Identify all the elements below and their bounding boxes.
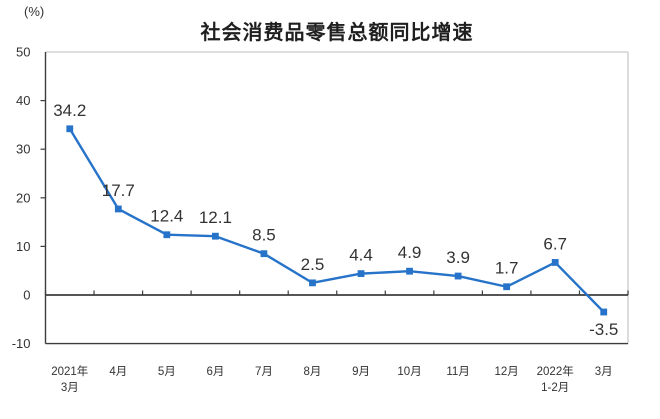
series-line: [68, 127, 605, 314]
data-point-label: 8.5: [252, 226, 276, 245]
x-axis-tick-label: 5月: [158, 366, 176, 378]
y-axis-tick-label: 0: [23, 288, 30, 303]
data-point-label: 12.1: [199, 208, 232, 227]
x-axis-tick-label: 7月: [255, 366, 273, 378]
x-axis-tick-label: 6月: [206, 366, 224, 378]
data-point-marker: [163, 231, 171, 239]
x-axis-tick-label: 3月: [61, 382, 79, 394]
x-axis-tick-label: 12月: [494, 366, 518, 378]
data-labels-group: 34.2 17.7 12.4 12.1 8.5 2.5 4.4 4.9 3.9 1.7 6.7 -3.…: [53, 101, 618, 339]
data-point-marker: [114, 205, 122, 213]
data-point-marker: [357, 270, 365, 278]
tick-labels-group: 50 40 30 20 10 0 -10 2021年 3月 4月 5月 6月 7月 8月 9月 10月 11月 1…: [12, 45, 613, 395]
data-point-marker: [600, 308, 608, 316]
x-axis-tick-label: 8月: [304, 366, 322, 378]
data-point-label: -3.5: [589, 320, 618, 339]
y-axis-unit-label: (%): [24, 4, 45, 19]
data-point-marker: [503, 283, 511, 291]
x-axis-tick-label: 2022年: [537, 364, 574, 378]
data-point-marker: [406, 267, 413, 275]
y-axis-tick-label: 30: [16, 142, 30, 157]
x-axis-tick-label: 11月: [446, 366, 469, 378]
y-axis-tick-label: 10: [16, 239, 30, 254]
data-point-marker: [551, 259, 559, 266]
axes-group: [40, 51, 629, 345]
data-point-label: 4.4: [349, 246, 373, 265]
data-point-marker: [260, 250, 268, 258]
x-axis-tick-label: 1-2月: [541, 382, 569, 394]
data-point-marker: [309, 279, 316, 287]
y-axis-tick-label: -10: [12, 336, 31, 351]
data-point-marker: [211, 232, 219, 240]
data-point-label: 6.7: [543, 234, 567, 253]
data-point-label: 1.7: [495, 259, 519, 278]
y-axis-tick-label: 20: [16, 190, 30, 205]
x-axis-tick-label: 9月: [352, 366, 370, 378]
y-axis-tick-label: 50: [16, 45, 30, 60]
series-group: [66, 125, 608, 316]
data-point-label: 17.7: [102, 181, 135, 200]
data-point-label: 12.4: [150, 207, 183, 226]
chart-title: 社会消费品零售总额同比增速: [200, 22, 474, 44]
data-point-label: 4.9: [398, 243, 422, 262]
y-axis-tick-label: 40: [16, 93, 30, 108]
data-point-label: 2.5: [301, 255, 325, 274]
data-point-marker: [66, 125, 74, 133]
x-axis-tick-label: 10月: [397, 366, 421, 378]
data-point-marker: [454, 272, 462, 280]
x-axis-tick-label: 3月: [595, 366, 613, 378]
x-axis-tick-label: 4月: [109, 366, 127, 378]
data-point-label: 3.9: [446, 248, 470, 267]
x-axis-tick-label: 2021年: [51, 364, 88, 378]
data-point-label: 34.2: [53, 101, 86, 120]
